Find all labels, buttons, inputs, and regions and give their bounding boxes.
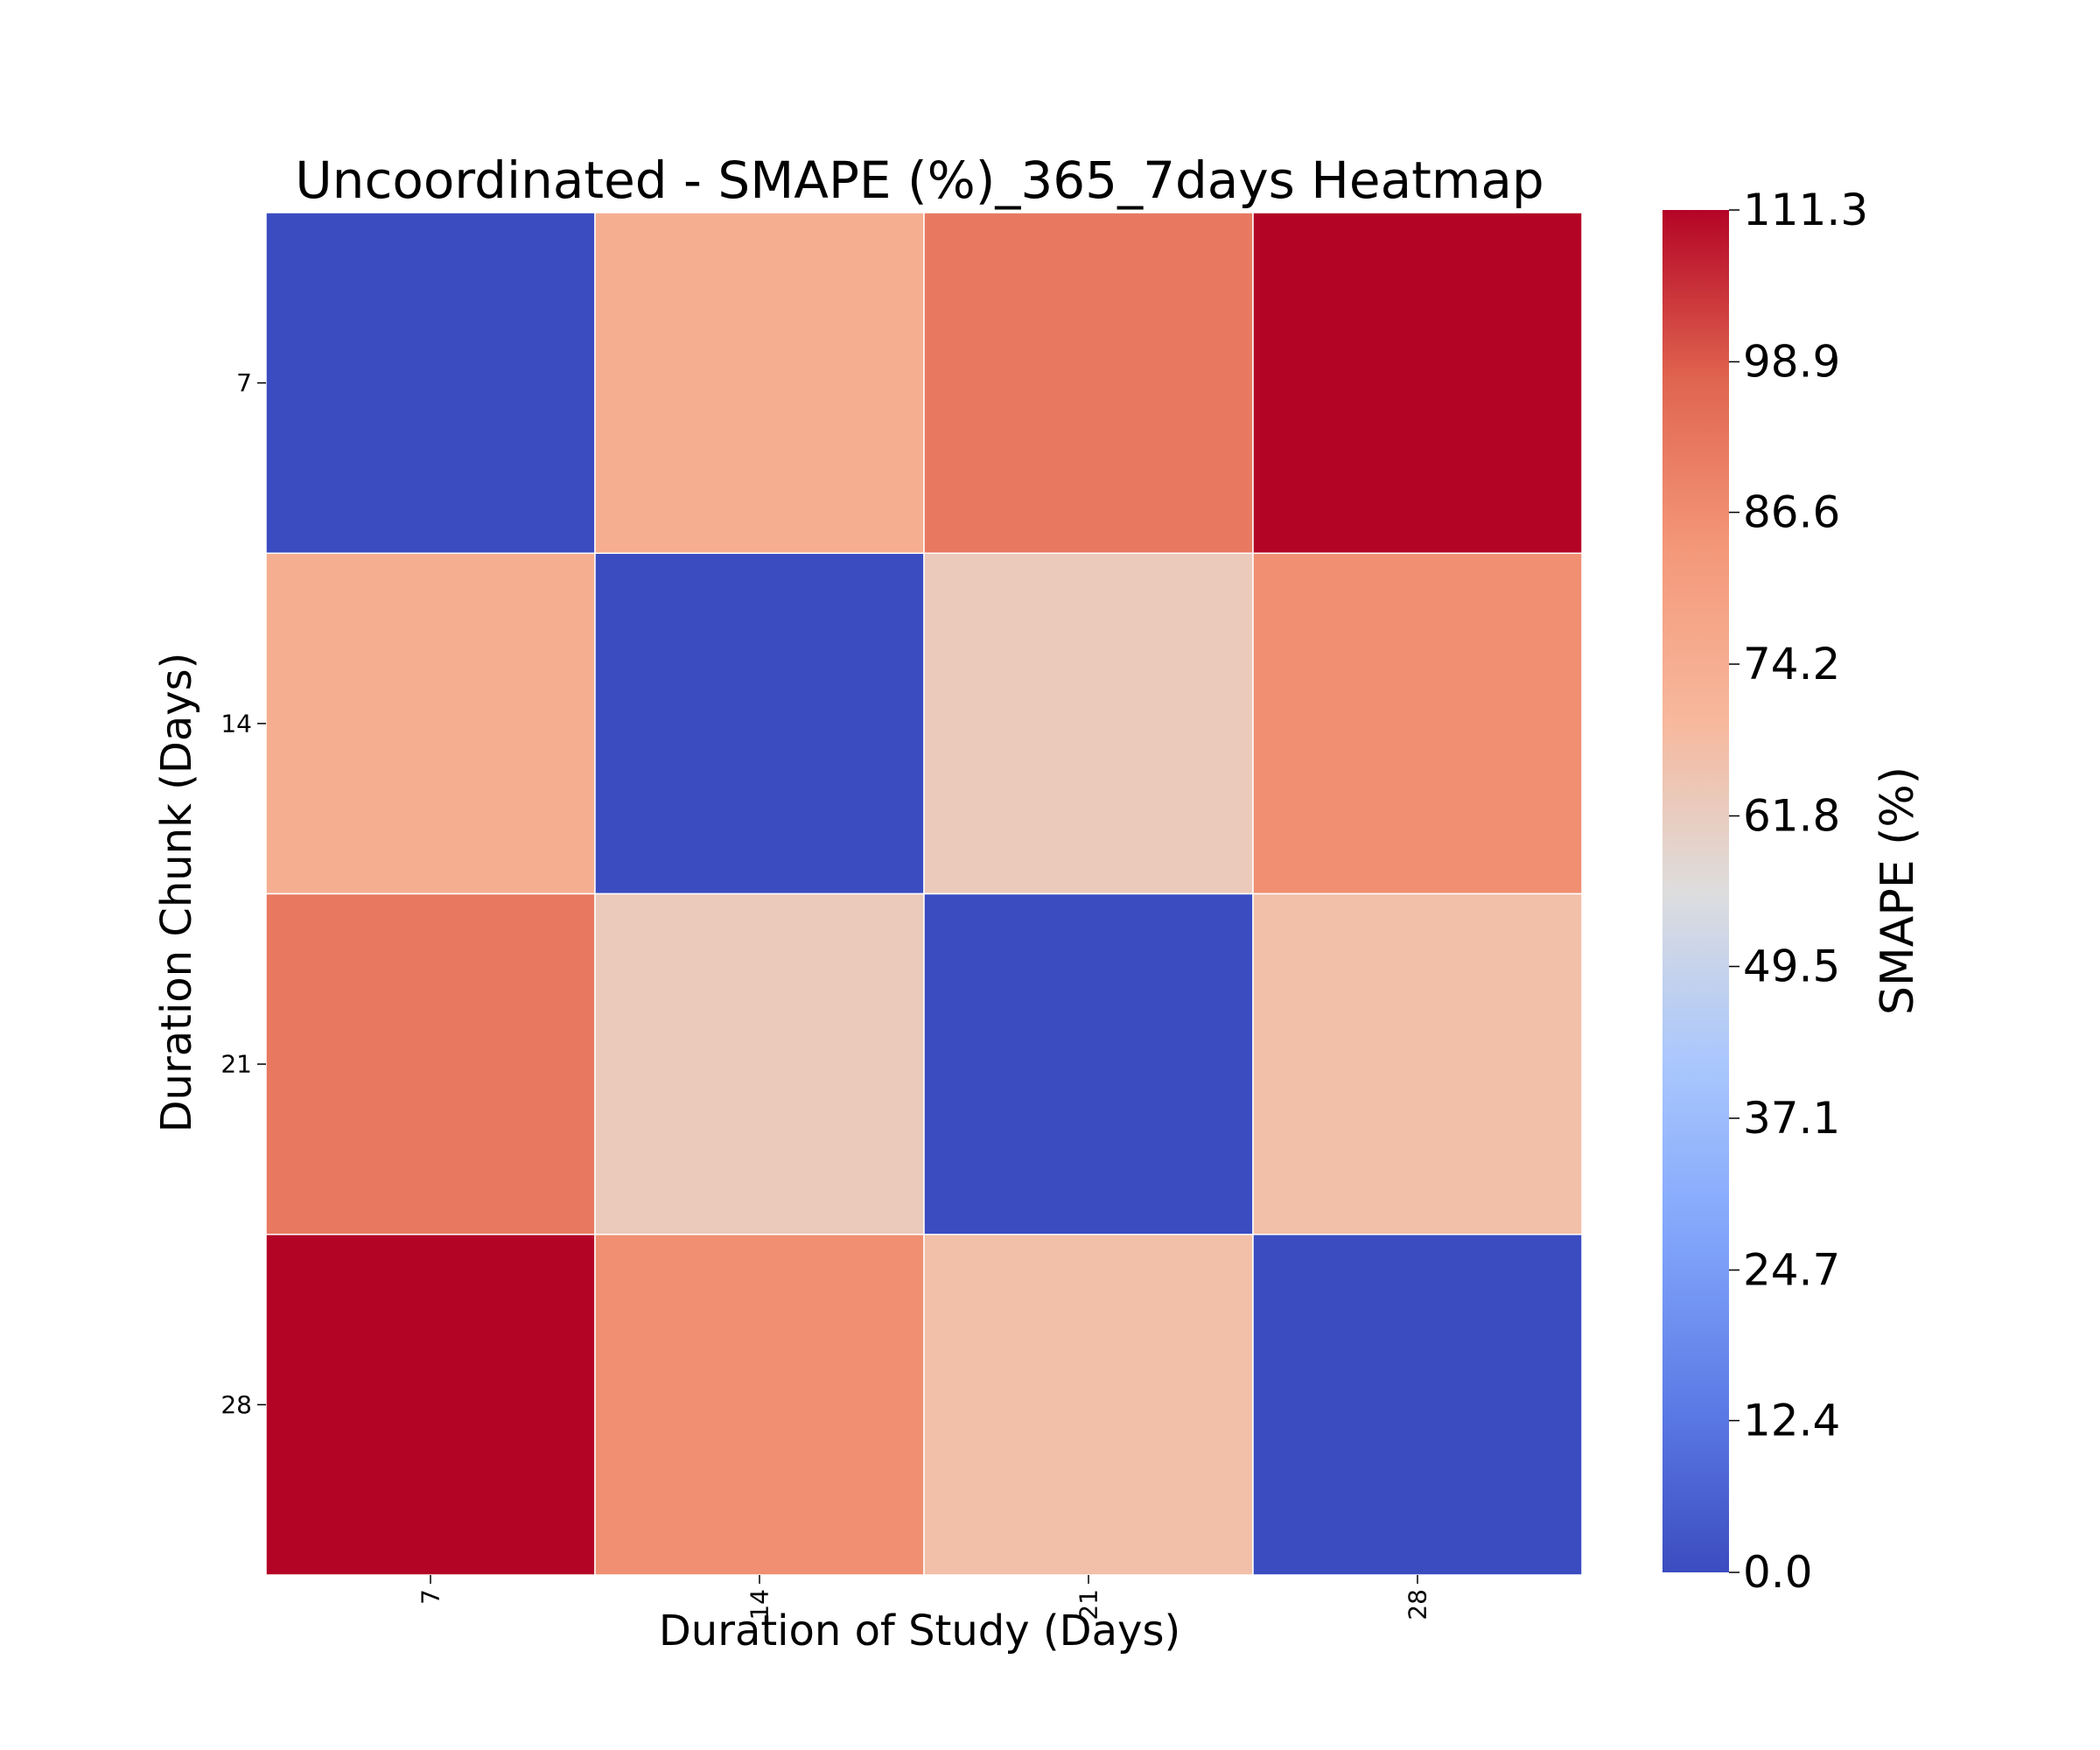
colorbar-ticks: 0.0 12.4 24.7 37.1 49.5 61.8 74.2 86.6 98.9 111.3 <box>1729 185 1868 1598</box>
heatmap-cell-r7-c7 <box>265 212 596 554</box>
colorbar-tick-label: 37.1 <box>1743 1093 1840 1144</box>
y-tick-label: 21 <box>220 1050 252 1079</box>
heatmap-cell-r28-c7 <box>265 1234 596 1576</box>
heatmap-cell-r14-c28 <box>1252 552 1583 895</box>
heatmap-cell-r14-c14 <box>594 552 925 895</box>
x-tick-label: 7 <box>416 1589 445 1605</box>
heatmap-cells <box>265 212 1583 1576</box>
colorbar-tick-label: 24.7 <box>1743 1244 1840 1295</box>
x-tick-label: 14 <box>746 1589 774 1620</box>
heatmap-cell-r28-c14 <box>594 1234 925 1576</box>
colorbar-tick-label: 74.2 <box>1743 639 1840 690</box>
chart-title: Uncoordinated - SMAPE (%)_365_7days Heat… <box>295 150 1544 210</box>
heatmap-cell-r7-c14 <box>594 212 925 554</box>
colorbar-tick-label: 111.3 <box>1743 185 1868 235</box>
colorbar-tick-label: 98.9 <box>1743 336 1840 387</box>
y-tick-label: 28 <box>220 1390 252 1419</box>
y-axis-label: Duration Chunk (Days) <box>152 653 201 1133</box>
heatmap-cell-r28-c21 <box>923 1234 1254 1576</box>
colorbar-tick-label: 86.6 <box>1743 487 1840 538</box>
heatmap-cell-r21-c14 <box>594 892 925 1236</box>
heatmap-cell-r28-c28 <box>1252 1234 1583 1576</box>
colorbar-tick-label: 49.5 <box>1743 942 1840 992</box>
heatmap-cell-r21-c7 <box>265 892 596 1236</box>
x-axis-ticks: 7 14 21 28 <box>416 1575 1432 1620</box>
x-axis-label: Duration of Study (Days) <box>659 1606 1180 1656</box>
heatmap-cell-r21-c28 <box>1252 892 1583 1236</box>
y-tick-label: 14 <box>220 709 252 738</box>
heatmap-cell-r14-c21 <box>923 552 1254 895</box>
heatmap-cell-r7-c21 <box>923 212 1254 554</box>
x-tick-label: 21 <box>1074 1589 1103 1620</box>
colorbar <box>1662 210 1729 1572</box>
colorbar-tick-label: 12.4 <box>1743 1396 1840 1446</box>
y-tick-label: 7 <box>236 368 252 397</box>
heatmap-cell-r21-c21 <box>923 892 1254 1236</box>
colorbar-tick-label: 61.8 <box>1743 790 1840 841</box>
heatmap-cell-r7-c28 <box>1252 212 1583 554</box>
x-tick-label: 28 <box>1404 1589 1432 1620</box>
colorbar-tick-label: 0.0 <box>1743 1547 1813 1598</box>
y-axis-ticks: 7 14 21 28 <box>220 368 266 1419</box>
colorbar-label: SMAPE (%) <box>1872 766 1924 1015</box>
heatmap-cell-r14-c7 <box>265 552 596 895</box>
